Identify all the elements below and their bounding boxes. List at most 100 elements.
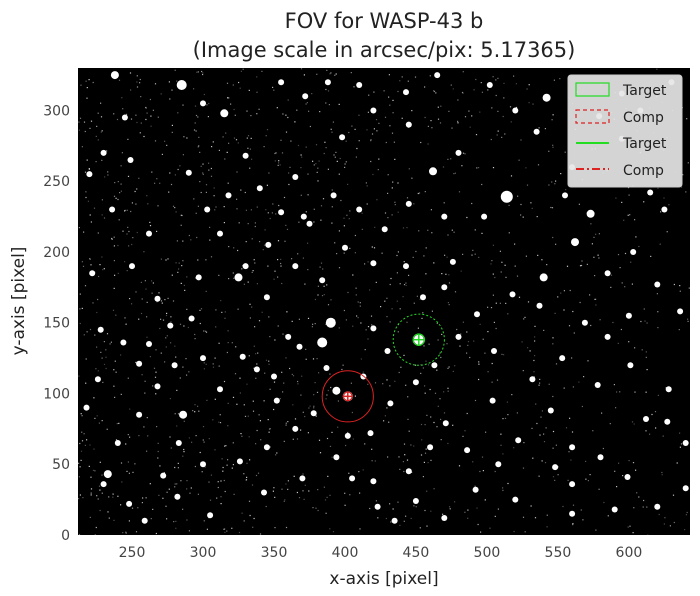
noise-speck (202, 426, 205, 428)
noise-speck (642, 506, 644, 508)
noise-speck (116, 118, 119, 121)
noise-speck (373, 128, 375, 130)
noise-speck (320, 219, 322, 221)
noise-speck (397, 211, 399, 213)
noise-speck (391, 187, 393, 189)
noise-speck (208, 438, 210, 440)
noise-speck (413, 445, 415, 447)
noise-speck (286, 228, 289, 230)
noise-speck (656, 293, 658, 295)
noise-speck (125, 531, 127, 533)
noise-speck (147, 435, 149, 437)
noise-speck (79, 117, 82, 119)
noise-speck (622, 475, 624, 477)
noise-speck (83, 433, 85, 435)
noise-speck (181, 265, 183, 267)
noise-speck (191, 441, 193, 443)
noise-speck (297, 383, 299, 385)
noise-speck (199, 309, 201, 311)
noise-speck (313, 405, 315, 407)
noise-speck (194, 465, 196, 468)
x-tick-label: 250 (119, 545, 146, 561)
noise-speck (453, 231, 455, 233)
noise-speck (253, 367, 255, 369)
noise-speck (302, 257, 304, 259)
noise-speck (278, 162, 280, 164)
noise-speck (476, 507, 478, 509)
noise-speck (78, 533, 81, 535)
noise-speck (263, 244, 266, 246)
noise-speck (94, 470, 96, 472)
noise-speck (166, 491, 168, 493)
noise-speck (283, 440, 285, 442)
noise-speck (437, 339, 439, 341)
noise-speck (243, 404, 245, 406)
noise-speck (312, 358, 315, 360)
noise-speck (369, 289, 371, 291)
noise-speck (426, 490, 428, 492)
noise-speck (552, 430, 555, 433)
noise-speck (318, 372, 320, 374)
noise-speck (552, 476, 555, 478)
noise-speck (210, 256, 213, 258)
noise-speck (430, 459, 432, 461)
noise-speck (644, 320, 646, 322)
noise-speck (165, 314, 168, 317)
noise-speck (634, 219, 636, 221)
noise-speck (90, 476, 92, 478)
noise-speck (627, 187, 630, 189)
noise-speck (327, 304, 330, 306)
noise-speck (174, 174, 176, 176)
noise-speck (423, 255, 425, 257)
noise-speck (404, 454, 406, 456)
noise-speck (238, 81, 240, 84)
noise-speck (227, 425, 229, 427)
noise-speck (636, 492, 638, 494)
noise-speck (269, 388, 271, 390)
star (515, 437, 522, 444)
noise-speck (645, 430, 647, 432)
noise-speck (634, 391, 636, 393)
noise-speck (390, 277, 392, 280)
star (403, 89, 409, 96)
noise-speck (288, 172, 290, 174)
noise-speck (113, 519, 115, 521)
noise-speck (540, 416, 542, 418)
noise-speck (557, 474, 559, 476)
noise-speck (115, 371, 117, 373)
noise-speck (296, 109, 298, 111)
noise-speck (469, 356, 471, 359)
noise-speck (403, 520, 405, 522)
star (97, 326, 104, 333)
noise-speck (329, 494, 331, 496)
noise-speck (497, 508, 499, 510)
noise-speck (348, 131, 350, 134)
noise-speck (251, 484, 254, 486)
star (356, 82, 363, 88)
noise-speck (164, 299, 166, 301)
noise-speck (500, 433, 502, 435)
x-axis-ticks: 250 300 350 400 450 500 550 600 (119, 545, 643, 561)
noise-speck (254, 222, 256, 224)
noise-speck (447, 367, 449, 369)
noise-speck (291, 258, 293, 260)
noise-speck (495, 79, 497, 81)
noise-speck (81, 307, 83, 309)
noise-speck (306, 102, 308, 104)
noise-speck (454, 291, 457, 293)
noise-speck (490, 263, 492, 265)
noise-speck (322, 198, 325, 200)
noise-speck (259, 420, 261, 422)
noise-speck (371, 133, 374, 135)
noise-speck (347, 183, 349, 185)
noise-speck (221, 311, 223, 313)
noise-speck (314, 323, 316, 325)
noise-speck (552, 343, 554, 345)
noise-speck (389, 503, 391, 505)
noise-speck (343, 252, 345, 254)
noise-speck (130, 210, 132, 213)
noise-speck (302, 411, 304, 413)
noise-speck (111, 238, 113, 240)
noise-speck (491, 362, 493, 365)
noise-speck (552, 114, 554, 116)
